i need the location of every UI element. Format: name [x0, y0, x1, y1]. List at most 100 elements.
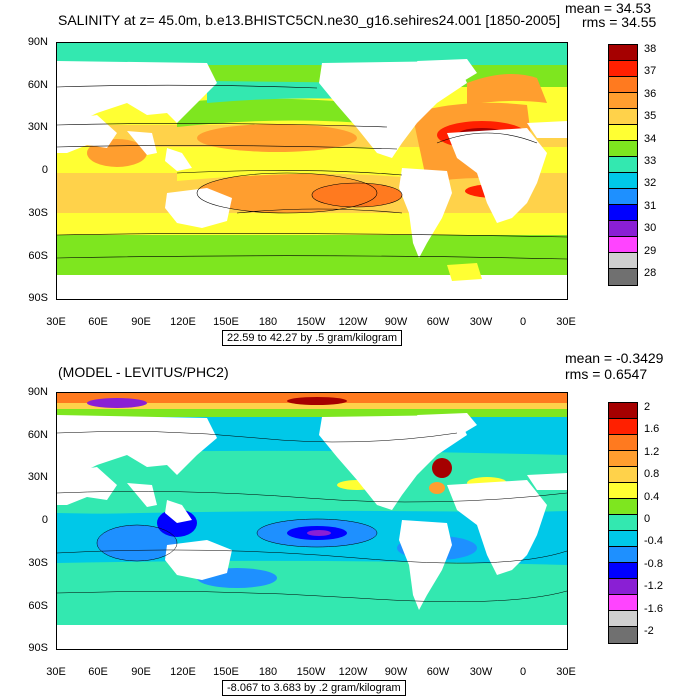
legend-label: 35: [644, 110, 657, 123]
legend-label: 1.2: [644, 445, 660, 458]
legend-swatch: [609, 173, 637, 189]
legend-label: 31: [644, 199, 657, 212]
legend-swatch: [609, 547, 637, 563]
legend-swatch: [609, 515, 637, 531]
legend-label: 1.6: [644, 423, 660, 436]
legend-swatch: [609, 189, 637, 205]
mean-stat: mean = -0.3429: [565, 350, 664, 366]
lon-label: 0: [519, 666, 527, 678]
legend-swatch: [609, 483, 637, 499]
difference-panel: (MODEL - LEVITUS/PHC2) mean = -0.3429 rm…: [0, 350, 700, 700]
panel-title: (MODEL - LEVITUS/PHC2): [58, 364, 229, 380]
legend-label: -2: [644, 625, 654, 637]
difference-map: [56, 392, 568, 650]
legend-swatch: [609, 611, 637, 627]
lat-label: 60N: [27, 429, 48, 441]
legend-label: 38: [644, 43, 657, 55]
lat-label: 30N: [27, 471, 48, 483]
lat-label: 30N: [27, 121, 48, 133]
legend-label: -1.6: [644, 602, 663, 615]
legend-swatch: [609, 77, 637, 93]
lat-label: 60S: [28, 250, 48, 262]
legend-swatch: [609, 499, 637, 515]
salinity-map: [56, 42, 568, 300]
legend-label: 0: [644, 513, 651, 525]
legend-label: 2: [644, 401, 651, 413]
color-legend: [608, 44, 638, 286]
legend-swatch: [609, 531, 637, 547]
lon-label: 150E: [213, 316, 239, 328]
legend-swatch: [609, 125, 637, 141]
legend-swatch: [609, 269, 637, 285]
lon-label: 90W: [384, 316, 408, 328]
lon-label: 30W: [469, 666, 493, 678]
lon-label: 150W: [296, 316, 326, 328]
legend-label: 33: [644, 155, 657, 167]
color-legend: [608, 402, 638, 644]
legend-label: -0.8: [644, 557, 663, 570]
lon-label: 30E: [556, 316, 576, 328]
legend-swatch: [609, 563, 637, 579]
rms-stat: rms = 0.6547: [565, 366, 648, 382]
legend-swatch: [609, 467, 637, 483]
legend-label: 36: [644, 87, 657, 100]
legend-label: 28: [644, 267, 657, 279]
lat-label: 90S: [28, 292, 48, 304]
legend-swatch: [609, 403, 637, 419]
legend-swatch: [609, 221, 637, 237]
difference-map-plot: [57, 393, 567, 649]
lon-label: 30W: [469, 316, 493, 328]
lon-label: 180: [258, 316, 278, 328]
salinity-panel: SALINITY at z= 45.0m, b.e13.BHISTC5CN.ne…: [27, 0, 657, 346]
lon-label: 180: [258, 666, 278, 678]
lon-label: 60W: [426, 666, 450, 678]
lon-label: 60E: [88, 666, 108, 678]
legend-swatch: [609, 109, 637, 125]
legend-swatch: [609, 237, 637, 253]
lat-label: 90N: [27, 36, 48, 48]
legend-label: -1.2: [644, 580, 663, 593]
legend-swatch: [609, 451, 637, 467]
salinity-map-plot: [57, 43, 567, 299]
lon-label: 60W: [426, 316, 450, 328]
legend-label: 34: [644, 132, 657, 145]
lat-label: 90N: [27, 386, 48, 398]
lat-label: 60N: [27, 79, 48, 91]
contour-range-label: -8.067 to 3.683 by .2 gram/kilogram: [222, 680, 406, 696]
panel-title: SALINITY at z= 45.0m, b.e13.BHISTC5CN.ne…: [58, 12, 561, 28]
legend-swatch: [609, 435, 637, 451]
lon-label: 120W: [338, 316, 368, 328]
lon-label: 120E: [170, 316, 196, 328]
legend-swatch: [609, 45, 637, 61]
legend-label: 0.4: [644, 490, 660, 503]
lon-label: 60E: [88, 316, 108, 328]
legend-label: -0.4: [644, 535, 663, 548]
lon-label: 90E: [131, 316, 151, 328]
rms-stat: rms = 34.55: [582, 14, 657, 30]
lon-label: 120W: [338, 666, 368, 678]
lon-label: 150W: [296, 666, 326, 678]
legend-label: 32: [644, 177, 657, 190]
legend-label: 29: [644, 244, 657, 257]
lat-label: 90S: [28, 642, 48, 654]
legend-swatch: [609, 93, 637, 109]
legend-swatch: [609, 61, 637, 77]
legend-label: 0.8: [644, 468, 660, 481]
lat-label: 60S: [28, 600, 48, 612]
lat-label: 0: [41, 514, 48, 526]
lat-label: 30S: [28, 557, 48, 569]
lat-label: 0: [41, 164, 48, 176]
legend-label: 37: [644, 65, 657, 78]
lon-label: 0: [519, 316, 527, 328]
legend-swatch: [609, 141, 637, 157]
lat-label: 30S: [28, 207, 48, 219]
legend-swatch: [609, 419, 637, 435]
legend-swatch: [609, 627, 637, 643]
mean-stat: mean = 34.53: [565, 0, 652, 16]
lon-label: 90W: [384, 666, 408, 678]
legend-swatch: [609, 157, 637, 173]
lon-label: 120E: [170, 666, 196, 678]
legend-label: 30: [644, 222, 657, 235]
legend-swatch: [609, 595, 637, 611]
lon-label: 30E: [556, 666, 576, 678]
